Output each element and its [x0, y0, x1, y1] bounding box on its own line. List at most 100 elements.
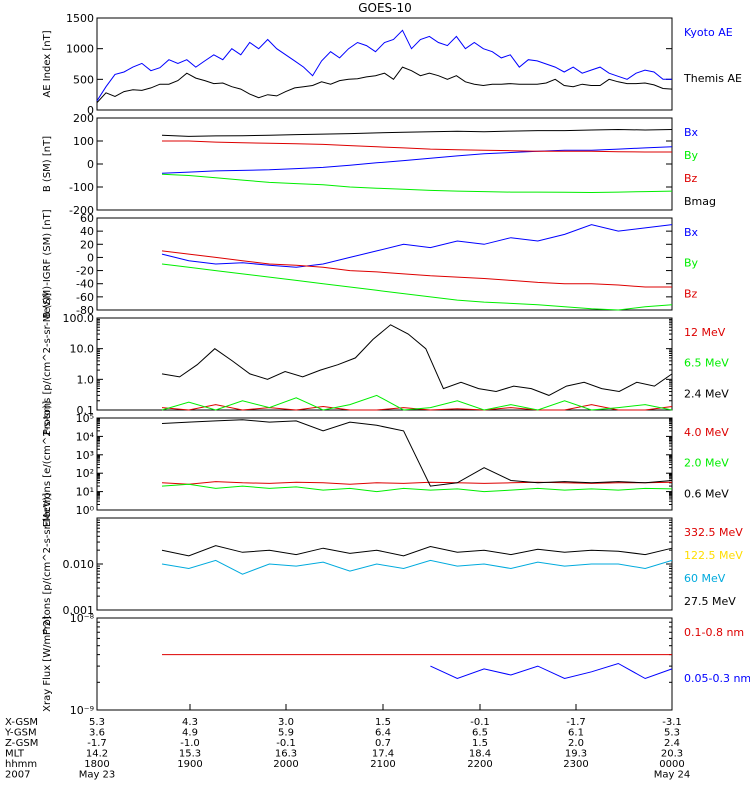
- x-tick-label: 2200: [467, 759, 492, 770]
- panel-protons2: 0.001 0.010 Protons [p/(cm^2-s-sr-MeV)] 332…: [42, 493, 743, 635]
- x-tick-label: 6.1: [568, 728, 584, 739]
- legend-label: 60 MeV: [684, 572, 726, 585]
- y-tick-label: 0: [87, 251, 94, 264]
- legend-label: 122.5 MeV: [684, 549, 743, 562]
- legend-label: 2.0 MeV: [684, 457, 729, 470]
- x-row-label: Z-GSM: [5, 738, 38, 749]
- y-tick-label: 20: [80, 238, 94, 251]
- x-tick-label: -1.0: [180, 738, 200, 749]
- y-tick-label: -20: [76, 265, 94, 278]
- panel-frame: [96, 617, 673, 711]
- y-tick-label: 60: [80, 212, 94, 225]
- y-tick-label: 10⁻⁸: [70, 612, 95, 625]
- series-line-bx: [161, 224, 673, 268]
- x-tick-label: 14.2: [86, 749, 108, 760]
- series-line-bz: [161, 250, 672, 288]
- x-tick-label: -1.7: [87, 738, 107, 749]
- y-tick-label: 10.0: [70, 343, 95, 356]
- x-tick-label: 4.9: [182, 728, 198, 739]
- x-tick-label: 3.6: [89, 728, 105, 739]
- x-tick-label: -0.1: [470, 717, 490, 728]
- panel-ae: 0 500 1000 1500 AE Index [nT] Kyoto AE Themis …: [42, 12, 742, 117]
- y-tick-label: 10³: [76, 449, 94, 462]
- y-tick-label: 100: [73, 135, 94, 148]
- series-line-27-5-mev: [161, 545, 673, 557]
- legend-label: 2.4 MeV: [684, 387, 729, 400]
- x-tick-label: 17.4: [372, 749, 394, 760]
- y-tick-label: 1500: [66, 12, 94, 25]
- y-tick-label: 500: [73, 73, 94, 86]
- legend-label: 4.0 MeV: [684, 426, 729, 439]
- y-tick-label: 1000: [66, 43, 94, 56]
- x-tick-label: 6.4: [375, 728, 391, 739]
- y-tick-label: 40: [80, 225, 94, 238]
- series-line-bx: [161, 146, 673, 174]
- legend-label: 12 MeV: [684, 326, 726, 339]
- y-tick-label: 10⁰: [76, 504, 95, 517]
- panel-frame: [96, 417, 673, 511]
- y-tick-label: -200: [69, 204, 94, 217]
- y-tick-label: -60: [76, 291, 94, 304]
- y-axis-label: AE Index [nT]: [42, 30, 53, 97]
- series-line-60-mev: [161, 559, 673, 575]
- y-tick-label: 100.0: [63, 312, 95, 325]
- x-row-label: 2007: [5, 770, 30, 781]
- x-tick-label: -0.1: [276, 738, 296, 749]
- legend-label: Bz: [684, 172, 698, 185]
- panel-b: -200 -100 0 100 200 B (SM) [nT] Bx By Bz Bmag: [42, 112, 716, 217]
- x-tick-label: -3.1: [662, 717, 682, 728]
- y-axis-label: B (SM)-IGRF (SM) [nT]: [42, 209, 53, 318]
- y-tick-label: 0.010: [63, 558, 95, 571]
- x-tick-label: 1.5: [472, 738, 488, 749]
- legend-label: Kyoto AE: [684, 26, 733, 39]
- y-axis-label: Protons [p/(cm^2-s-sr-MeV)]: [42, 293, 53, 435]
- panel-frame: [96, 317, 673, 411]
- legend-label: Bx: [684, 226, 699, 239]
- series-line-0-6-mev: [161, 419, 673, 487]
- x-tick-label: 6.5: [472, 728, 488, 739]
- legend-label: 6.5 MeV: [684, 357, 729, 370]
- x-tick-label: 2300: [563, 759, 588, 770]
- x-tick-label: 0.7: [375, 738, 391, 749]
- series-line-4-0-mev: [161, 481, 673, 485]
- y-tick-label: -40: [76, 278, 94, 291]
- x-row-label: Y-GSM: [4, 728, 37, 739]
- x-tick-label: 20.3: [661, 749, 683, 760]
- y-tick-label: 10⁴: [76, 430, 95, 443]
- y-axis-label: Electrons [e/(cm^2-s-sr)]: [42, 401, 53, 527]
- y-tick-label: 0.001: [63, 604, 95, 617]
- legend-label: 27.5 MeV: [684, 595, 736, 608]
- y-tick-label: 10⁵: [76, 412, 94, 425]
- y-tick-label: 10⁻⁹: [70, 704, 94, 717]
- x-tick-label: 2.0: [568, 738, 584, 749]
- legend-label: Bx: [684, 126, 699, 139]
- x-tick-label: 2000: [273, 759, 298, 770]
- series-line-bz: [162, 140, 672, 153]
- series-line-themis-ae: [96, 66, 673, 103]
- legend-label: Bz: [684, 287, 698, 300]
- series-line-2-4-mev: [161, 324, 673, 396]
- y-tick-label: -100: [69, 181, 94, 194]
- x-tick-label: 5.9: [278, 728, 294, 739]
- series-line-6-5-mev: [161, 394, 673, 411]
- legend-label: 0.05-0.3 nm: [684, 672, 750, 685]
- x-tick-label: 5.3: [89, 717, 105, 728]
- series-line-by: [161, 263, 673, 311]
- y-axis-label: Protons [p/(cm^2-s-sr-MeV)]: [42, 493, 53, 635]
- panel-protons1: 0.1 1.0 10.0 100.0 Protons [p/(cm^2-s-sr-MeV…: [42, 293, 729, 435]
- y-tick-label: 0: [87, 104, 94, 117]
- x-tick-label: 1800: [84, 759, 109, 770]
- x-tick-label: 4.3: [182, 717, 198, 728]
- x-tick-label: 1.5: [375, 717, 391, 728]
- panel-xray: 10⁻⁹ 10⁻⁸ Xray Flux [W/m^2] 0.1-0.8 nm 0.05-…: [42, 612, 750, 717]
- panel-frame: [96, 17, 673, 111]
- x-tick-label: 0000: [659, 759, 684, 770]
- series-line-kyoto-ae: [96, 29, 672, 102]
- series-line-bmag: [161, 128, 673, 137]
- x-tick-label: May 24: [654, 770, 691, 781]
- x-tick-label: 3.0: [278, 717, 294, 728]
- y-tick-label: -80: [76, 304, 94, 317]
- x-tick-label: 19.3: [565, 749, 587, 760]
